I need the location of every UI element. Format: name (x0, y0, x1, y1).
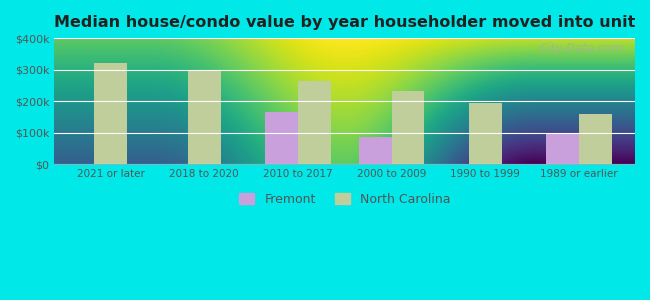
Title: Median house/condo value by year householder moved into unit: Median house/condo value by year househo… (54, 15, 636, 30)
Bar (391, 91, 424, 164)
Bar (469, 103, 502, 164)
Bar (265, 112, 298, 164)
Text: City-Data.com: City-Data.com (540, 42, 623, 55)
Bar (298, 81, 331, 164)
Bar (188, 70, 221, 164)
Bar (546, 134, 578, 164)
Bar (578, 114, 612, 164)
Legend: Fremont, North Carolina: Fremont, North Carolina (235, 188, 455, 211)
Bar (359, 137, 391, 164)
Bar (94, 63, 127, 164)
